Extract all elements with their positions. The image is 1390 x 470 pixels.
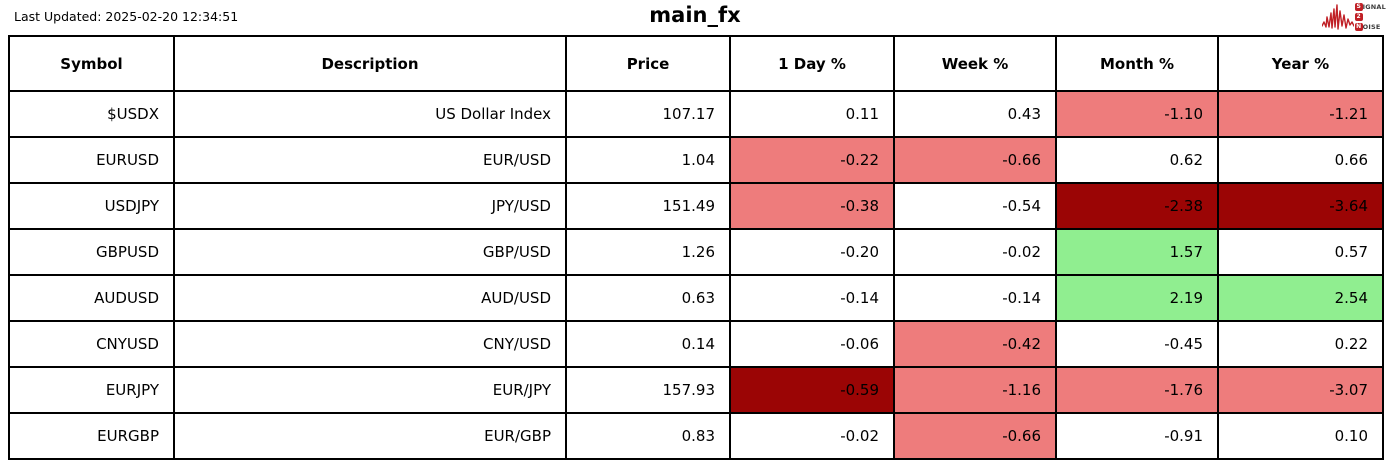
- description-cell: US Dollar Index: [173, 90, 567, 138]
- day-pct-cell: -0.14: [729, 274, 895, 322]
- symbol-cell: AUDUSD: [8, 274, 175, 322]
- month-pct-cell: 2.19: [1055, 274, 1219, 322]
- month-pct-cell: 1.57: [1055, 228, 1219, 276]
- price-cell: 0.14: [565, 320, 731, 368]
- fx-table: Symbol Description Price 1 Day % Week % …: [8, 35, 1384, 460]
- year-pct-cell: -1.21: [1217, 90, 1384, 138]
- price-cell: 1.26: [565, 228, 731, 276]
- day-pct-cell: -0.20: [729, 228, 895, 276]
- table-row: EURUSD EUR/USD 1.04 -0.22 -0.66 0.62 0.6…: [8, 136, 1384, 184]
- year-pct-cell: 0.10: [1217, 412, 1384, 460]
- day-pct-cell: -0.22: [729, 136, 895, 184]
- week-pct-cell: -0.66: [893, 136, 1057, 184]
- table-row: EURGBP EUR/GBP 0.83 -0.02 -0.66 -0.91 0.…: [8, 412, 1384, 460]
- day-pct-cell: -0.06: [729, 320, 895, 368]
- table-row: AUDUSD AUD/USD 0.63 -0.14 -0.14 2.19 2.5…: [8, 274, 1384, 322]
- description-cell: JPY/USD: [173, 182, 567, 230]
- month-pct-cell: -0.91: [1055, 412, 1219, 460]
- day-pct-cell: 0.11: [729, 90, 895, 138]
- logo-text-noise: OISE: [1362, 22, 1381, 31]
- symbol-cell: CNYUSD: [8, 320, 175, 368]
- table-row: EURJPY EUR/JPY 157.93 -0.59 -1.16 -1.76 …: [8, 366, 1384, 414]
- description-cell: CNY/USD: [173, 320, 567, 368]
- price-cell: 151.49: [565, 182, 731, 230]
- week-pct-cell: -1.16: [893, 366, 1057, 414]
- column-header-1day: 1 Day %: [729, 35, 895, 92]
- day-pct-cell: -0.38: [729, 182, 895, 230]
- logo-text-signal: IGNAL: [1362, 2, 1386, 11]
- fx-table-header: Symbol Description Price 1 Day % Week % …: [8, 35, 1384, 92]
- week-pct-cell: -0.14: [893, 274, 1057, 322]
- price-cell: 0.83: [565, 412, 731, 460]
- year-pct-cell: 0.57: [1217, 228, 1384, 276]
- logo-text: S IGNAL 2 N OISE: [1354, 2, 1386, 32]
- month-pct-cell: 0.62: [1055, 136, 1219, 184]
- price-cell: 157.93: [565, 366, 731, 414]
- column-header-month: Month %: [1055, 35, 1219, 92]
- description-cell: EUR/USD: [173, 136, 567, 184]
- logo-badge-2: 2: [1354, 13, 1363, 21]
- table-row: $USDX US Dollar Index 107.17 0.11 0.43 -…: [8, 90, 1384, 138]
- last-updated-text: Last Updated: 2025-02-20 12:34:51: [14, 9, 239, 24]
- symbol-cell: EURUSD: [8, 136, 175, 184]
- week-pct-cell: -0.66: [893, 412, 1057, 460]
- column-header-week: Week %: [893, 35, 1057, 92]
- description-cell: EUR/JPY: [173, 366, 567, 414]
- week-pct-cell: 0.43: [893, 90, 1057, 138]
- price-cell: 107.17: [565, 90, 731, 138]
- description-cell: EUR/GBP: [173, 412, 567, 460]
- month-pct-cell: -1.10: [1055, 90, 1219, 138]
- logo-badge-s: S: [1354, 3, 1363, 11]
- fx-table-body: $USDX US Dollar Index 107.17 0.11 0.43 -…: [8, 90, 1384, 460]
- logo-badge-n: N: [1354, 23, 1363, 31]
- symbol-cell: EURGBP: [8, 412, 175, 460]
- page-title: main_fx: [649, 3, 741, 27]
- week-pct-cell: -0.54: [893, 182, 1057, 230]
- year-pct-cell: -3.07: [1217, 366, 1384, 414]
- symbol-cell: GBPUSD: [8, 228, 175, 276]
- table-row: GBPUSD GBP/USD 1.26 -0.20 -0.02 1.57 0.5…: [8, 228, 1384, 276]
- year-pct-cell: 0.66: [1217, 136, 1384, 184]
- day-pct-cell: -0.59: [729, 366, 895, 414]
- table-row: CNYUSD CNY/USD 0.14 -0.06 -0.42 -0.45 0.…: [8, 320, 1384, 368]
- week-pct-cell: -0.42: [893, 320, 1057, 368]
- month-pct-cell: -1.76: [1055, 366, 1219, 414]
- month-pct-cell: -0.45: [1055, 320, 1219, 368]
- year-pct-cell: -3.64: [1217, 182, 1384, 230]
- price-cell: 1.04: [565, 136, 731, 184]
- price-cell: 0.63: [565, 274, 731, 322]
- column-header-price: Price: [565, 35, 731, 92]
- year-pct-cell: 2.54: [1217, 274, 1384, 322]
- description-cell: GBP/USD: [173, 228, 567, 276]
- waveform-icon: [1321, 4, 1354, 30]
- column-header-symbol: Symbol: [8, 35, 175, 92]
- month-pct-cell: -2.38: [1055, 182, 1219, 230]
- day-pct-cell: -0.02: [729, 412, 895, 460]
- symbol-cell: USDJPY: [8, 182, 175, 230]
- week-pct-cell: -0.02: [893, 228, 1057, 276]
- column-header-year: Year %: [1217, 35, 1384, 92]
- signal2noise-logo: S IGNAL 2 N OISE: [1321, 2, 1386, 32]
- description-cell: AUD/USD: [173, 274, 567, 322]
- year-pct-cell: 0.22: [1217, 320, 1384, 368]
- symbol-cell: $USDX: [8, 90, 175, 138]
- column-header-description: Description: [173, 35, 567, 92]
- table-row: USDJPY JPY/USD 151.49 -0.38 -0.54 -2.38 …: [8, 182, 1384, 230]
- symbol-cell: EURJPY: [8, 366, 175, 414]
